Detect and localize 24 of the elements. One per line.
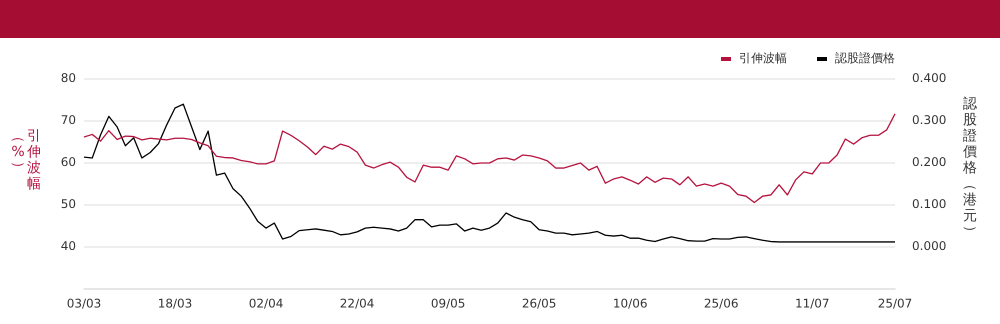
- x-tick-label: 22/04: [340, 296, 374, 310]
- y-tick-label: 80: [60, 71, 76, 86]
- text: 認股證價格（港元）: [962, 96, 978, 239]
- x-tick-label: 02/04: [248, 296, 284, 310]
- y2-tick-label: 0.100: [912, 197, 946, 212]
- y2-tick-label: 0.000: [912, 239, 946, 254]
- legend-label: 引伸波幅: [739, 50, 787, 67]
- x-tick-label: 25/06: [704, 296, 739, 310]
- y-tick-label: 50: [60, 197, 76, 212]
- y-tick-label: 60: [60, 155, 76, 170]
- y2-tick-label: 0.200: [912, 155, 946, 170]
- x-tick-label: 03/03: [66, 296, 102, 310]
- y-tick-label: 40: [60, 239, 76, 254]
- x-tick-label: 10/06: [612, 296, 648, 310]
- x-tick-label: 11/07: [794, 296, 830, 310]
- x-tick-label: 18/03: [158, 296, 192, 310]
- legend-label: 認股證價格: [835, 50, 895, 67]
- text: 引伸波幅（%）: [10, 128, 41, 192]
- y2-tick-label: 0.300: [912, 113, 946, 128]
- x-tick-label: 26/05: [522, 296, 556, 310]
- y2-tick-label: 0.400: [912, 71, 946, 86]
- x-tick-label: 09/05: [430, 296, 466, 310]
- y-tick-label: 70: [60, 113, 76, 128]
- x-tick-label: 25/07: [878, 296, 912, 310]
